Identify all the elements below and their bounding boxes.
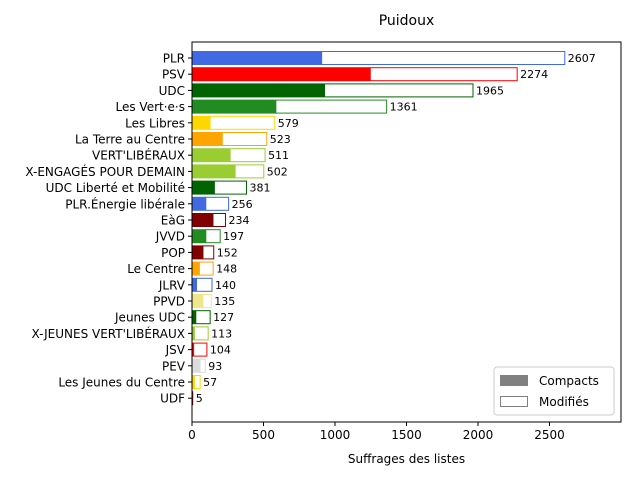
value-label: 256	[232, 198, 253, 211]
bar-compacts	[192, 262, 200, 276]
value-label: 5	[196, 392, 203, 405]
value-label: 93	[208, 360, 222, 373]
bar-compacts	[192, 197, 207, 211]
bar-compacts	[192, 67, 371, 81]
y-tick-label: PSV	[162, 68, 186, 82]
value-label: 381	[249, 182, 270, 195]
bar-compacts	[192, 51, 323, 65]
y-tick-label: Les Jeunes du Centre	[58, 376, 185, 390]
value-label: 579	[278, 117, 299, 130]
y-tick-label: UDC	[159, 84, 185, 98]
bar-compacts	[192, 132, 223, 146]
legend-swatch-modifies	[500, 396, 528, 407]
value-label: 104	[210, 344, 231, 357]
y-tick-label: JSV	[165, 343, 186, 357]
value-label: 135	[214, 295, 235, 308]
value-label: 127	[213, 311, 234, 324]
y-tick-label: JLRV	[158, 278, 186, 292]
legend: Compacts Modifiés	[493, 366, 615, 416]
y-tick-labels: PLR PSV UDC Les Vert·e·s Les Libres La Terre …	[25, 52, 192, 406]
x-tick-label: 0	[188, 428, 196, 442]
value-label: 511	[268, 149, 289, 162]
value-label: 2274	[520, 68, 548, 81]
y-tick-label: PPVD	[153, 295, 185, 309]
plot-frame	[191, 41, 622, 423]
bar-compacts	[192, 294, 204, 308]
x-tick-label: 1500	[391, 428, 422, 442]
bar-compacts	[192, 343, 195, 357]
bar-compacts	[192, 326, 195, 340]
value-label: 1361	[390, 101, 418, 114]
y-tick-label: UDC Liberté et Mobilité	[46, 181, 185, 195]
value-label: 502	[267, 165, 288, 178]
bar-compacts	[192, 278, 198, 292]
y-tick-label: JVVD	[155, 230, 185, 244]
bar-compacts	[192, 148, 231, 162]
bar-compacts	[192, 359, 201, 373]
value-labels: 2607 2274 1965 1361 579 523 511 502 381 256 234 197…	[196, 52, 596, 405]
y-tick-label: PEV	[162, 359, 186, 373]
y-tick-label: La Terre au Centre	[75, 133, 185, 147]
value-label: 148	[216, 263, 237, 276]
x-axis-label: Suffrages des listes	[348, 452, 465, 466]
value-label: 234	[228, 214, 249, 227]
value-label: 2607	[568, 52, 596, 65]
y-tick-label: Jeunes UDC	[114, 311, 185, 325]
y-tick-label: VERT'LIBÉRAUX	[92, 148, 185, 163]
bar-compacts	[192, 116, 211, 130]
value-label: 140	[215, 279, 236, 292]
y-tick-label: PLR.Énergie libérale	[65, 196, 185, 211]
y-tick-label: X-ENGAGÉS POUR DEMAIN	[25, 164, 185, 179]
x-axis: 0 500 1000 1500 2000 2500	[188, 422, 565, 442]
bar-compacts	[192, 83, 325, 97]
bar-compacts	[192, 375, 195, 389]
legend-label-compacts: Compacts	[539, 374, 599, 388]
bar-compacts	[192, 100, 277, 114]
value-label: 57	[203, 376, 217, 389]
value-label: 152	[217, 246, 238, 259]
y-tick-label: X-JEUNES VERT'LIBÉRAUX	[31, 326, 185, 341]
bar-compacts	[192, 245, 204, 259]
bars-group	[191, 51, 566, 406]
x-tick-label: 2500	[534, 428, 565, 442]
x-tick-label: 1000	[320, 428, 351, 442]
bar-compacts	[192, 181, 215, 195]
value-label: 523	[270, 133, 291, 146]
bar-compacts	[192, 310, 197, 324]
y-tick-label: UDF	[160, 392, 185, 406]
y-tick-label: EàG	[161, 214, 185, 228]
legend-swatch-compacts	[500, 375, 528, 386]
bar-compacts	[192, 164, 236, 178]
value-label: 113	[211, 327, 232, 340]
chart-title: Puidoux	[379, 13, 435, 29]
bar-modifies	[191, 342, 208, 357]
x-tick-label: 2000	[463, 428, 494, 442]
value-label: 1965	[476, 84, 504, 97]
y-tick-label: POP	[161, 246, 185, 260]
y-tick-label: Les Libres	[125, 116, 185, 130]
x-tick-label: 500	[252, 428, 275, 442]
legend-label-modifies: Modifiés	[539, 395, 589, 409]
y-tick-label: Le Centre	[127, 262, 185, 276]
y-tick-label: PLR	[163, 52, 185, 66]
bar-compacts	[192, 213, 214, 227]
bar-compacts	[192, 229, 207, 243]
y-tick-label: Les Vert·e·s	[116, 100, 186, 114]
value-label: 197	[223, 230, 244, 243]
